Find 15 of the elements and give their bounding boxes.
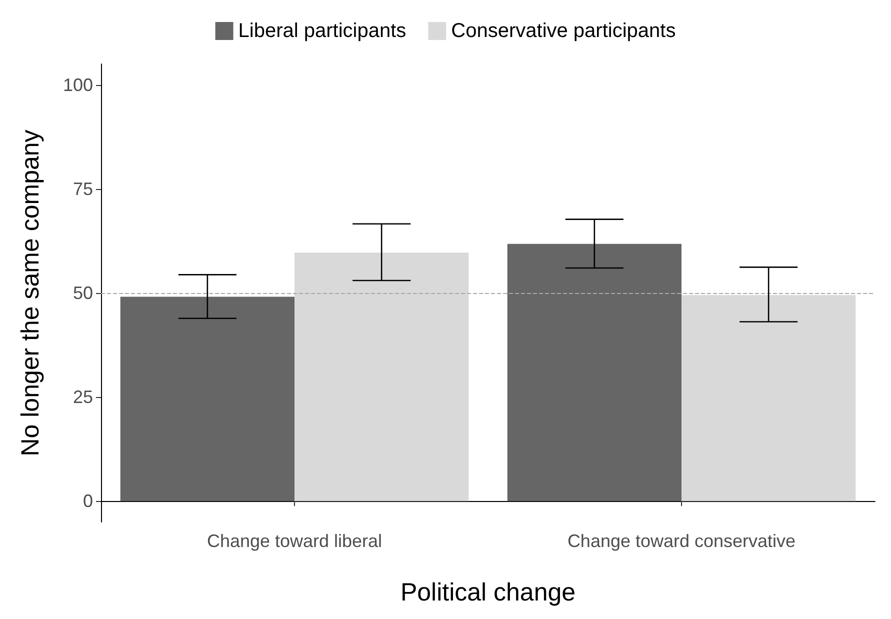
y-tick-label: 75 [72, 178, 93, 199]
y-axis-title: No longer the same company [16, 129, 44, 456]
legend-label: Liberal participants [238, 20, 406, 42]
y-tick-label: 25 [72, 387, 93, 408]
x-tick-label: Change toward conservative [567, 531, 796, 551]
x-tick-label: Change toward liberal [206, 531, 382, 551]
y-tick-label: 100 [62, 74, 93, 95]
x-axis-title: Political change [400, 578, 576, 606]
bar [682, 295, 856, 502]
y-tick-label: 0 [82, 491, 93, 512]
bar [120, 296, 294, 502]
bar [507, 244, 682, 502]
y-tick-label: 50 [72, 283, 93, 303]
bar [294, 252, 469, 502]
legend-label: Conservative participants [451, 20, 676, 42]
